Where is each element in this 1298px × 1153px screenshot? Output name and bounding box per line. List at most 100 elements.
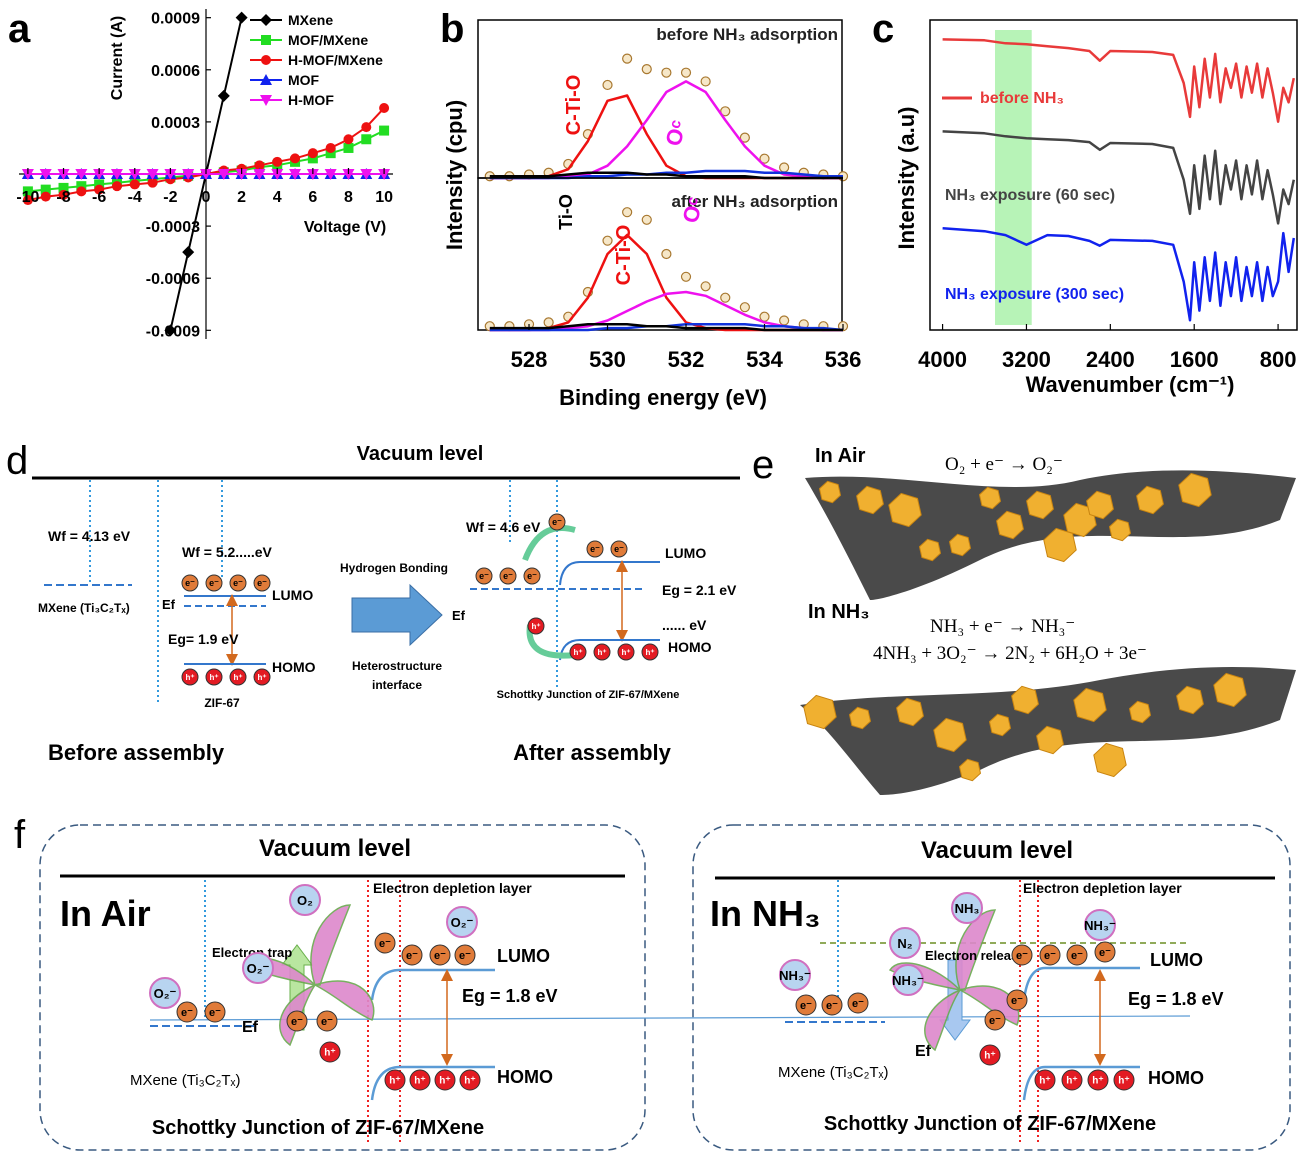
arrow-label: Heterostructure — [352, 659, 442, 673]
hole-label: h⁺ — [185, 673, 194, 682]
material-label: ZIF-67 — [204, 696, 240, 710]
x-tick-label: 4 — [273, 189, 282, 206]
electron-label: e⁻ — [552, 517, 562, 527]
process-label: Electron release — [925, 948, 1025, 963]
vacuum-label: Vacuum level — [357, 443, 484, 465]
level-label: LUMO — [272, 587, 313, 603]
work-function: Wf = 5.2.....eV — [182, 544, 273, 560]
marker — [740, 303, 749, 312]
plot-frame — [930, 20, 1297, 330]
vacuum-label: Vacuum level — [921, 837, 1073, 864]
charts: -10-8-6-4-20246810-0.0009-0.0006-0.00030… — [8, 7, 1297, 410]
marker — [721, 293, 730, 302]
marker — [623, 208, 632, 217]
chart: 4000320024001600800cWavenumber (cm⁻¹)Int… — [872, 7, 1297, 397]
highlight-band — [995, 30, 1032, 325]
marker — [326, 143, 336, 153]
electron-label: e⁻ — [291, 1016, 303, 1028]
electron-label: e⁻ — [503, 571, 513, 581]
marker — [272, 157, 282, 167]
x-tick-label: -4 — [128, 189, 142, 206]
annotation: Ti-O — [556, 194, 576, 230]
electron-label: e⁻ — [185, 578, 195, 588]
marker — [343, 134, 353, 144]
marker — [642, 65, 651, 74]
material-label: MXene (Ti₃C₂Tₓ) — [38, 601, 130, 615]
caption: Before assembly — [48, 740, 225, 765]
electron-label: e⁻ — [852, 998, 864, 1010]
x-tick-label: -2 — [163, 189, 177, 206]
electron-label: e⁻ — [479, 571, 489, 581]
hole-label: h⁺ — [573, 648, 582, 657]
marker — [290, 153, 300, 163]
y-axis-label: Intensity (cpu) — [442, 100, 467, 250]
marker — [780, 163, 789, 172]
molecule-label: NH₃ — [955, 901, 980, 916]
marker — [544, 318, 553, 327]
marker — [76, 186, 86, 196]
lumo-line — [560, 562, 660, 585]
level-label: Ef — [452, 608, 466, 623]
molecule-label: O₂ — [297, 893, 313, 908]
legend-label: MXene — [288, 12, 333, 28]
x-tick-label: 10 — [375, 189, 393, 206]
marker — [682, 272, 691, 281]
y-tick-label: -0.0009 — [146, 323, 200, 340]
level-label: HOMO — [1148, 1068, 1204, 1088]
marker — [41, 192, 51, 202]
electron-label: e⁻ — [1044, 950, 1056, 962]
panel-label: b — [440, 7, 464, 51]
equation: 4NH₃ + 3O₂⁻ → 2N₂ + 6H₂O + 3e⁻ — [873, 643, 1147, 664]
hole-label: h⁺ — [414, 1076, 425, 1087]
condition: In NH₃ — [808, 601, 869, 623]
marker — [112, 181, 122, 191]
hole-label: h⁺ — [439, 1076, 450, 1087]
level-label: LUMO — [497, 946, 550, 966]
y-axis-label: Intensity (a.u) — [894, 106, 919, 249]
x-tick-label: -8 — [56, 189, 70, 206]
marker — [603, 80, 612, 89]
x-tick-label: 3200 — [1002, 347, 1051, 372]
gap-label: Eg= 1.9 eV — [168, 631, 239, 647]
x-tick-label: 530 — [589, 347, 626, 372]
marker — [603, 236, 612, 245]
marker — [343, 143, 353, 153]
hole-label: h⁺ — [1039, 1076, 1050, 1087]
chart: -10-8-6-4-20246810-0.0009-0.0006-0.00030… — [8, 7, 393, 340]
page: {"chart_data": [ {"type": "line", "panel… — [0, 0, 1298, 1153]
marker — [218, 90, 230, 102]
x-tick-label: 800 — [1260, 347, 1297, 372]
x-tick-label: 4000 — [918, 347, 967, 372]
x-axis-label: Voltage (V) — [304, 219, 386, 236]
legend-label: H-MOF — [288, 92, 334, 108]
hole-label: h⁺ — [621, 648, 630, 657]
marker — [182, 246, 194, 258]
legend-label: H-MOF/MXene — [288, 52, 383, 68]
gap-label: ...... eV — [662, 617, 707, 633]
x-tick-label: 8 — [344, 189, 353, 206]
hole-label: h⁺ — [1066, 1076, 1077, 1087]
legend-label: MOF — [288, 72, 320, 88]
work-function: Wf = 4.6 eV — [466, 519, 541, 535]
scheme-left: Vacuum level In Air MXene (Ti₃C₂Tₓ) Elec… — [60, 835, 625, 1145]
marker — [361, 134, 371, 144]
panel-label: d — [6, 439, 28, 483]
marker — [361, 122, 371, 132]
marker — [261, 35, 271, 45]
crystal — [1094, 743, 1126, 776]
x-tick-label: 6 — [308, 189, 317, 206]
electron-label: e⁻ — [434, 950, 446, 962]
hole-label: h⁺ — [233, 673, 242, 682]
panel-f: f Vacuum level In Air MXene (Ti₃C₂Tₓ) El… — [14, 813, 1290, 1150]
electron-label: e⁻ — [1071, 950, 1083, 962]
x-tick-label: 0 — [202, 189, 211, 206]
y-tick-label: 0.0003 — [151, 115, 200, 132]
legend-label: before NH₃ — [980, 90, 1064, 107]
marker — [701, 77, 710, 86]
molecule-label: O₂⁻ — [451, 915, 474, 930]
marker — [308, 148, 318, 158]
molecule-label: O₂⁻ — [154, 986, 177, 1001]
annotation: C-Ti-O — [613, 225, 635, 286]
marker — [623, 54, 632, 63]
electron-label: e⁻ — [233, 578, 243, 588]
